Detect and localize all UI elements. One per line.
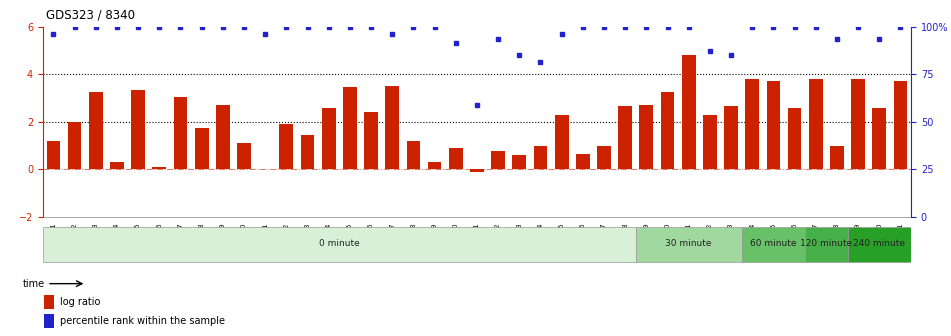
Bar [597,145,611,169]
Bar [703,115,717,169]
Bar [449,148,462,169]
Bar [746,79,759,169]
Bar [661,92,674,169]
Bar [428,162,441,169]
Bar [110,162,124,169]
Bar [43,227,636,262]
Text: time: time [22,279,45,289]
Bar [636,227,742,262]
Bar [513,155,526,169]
Text: 240 minute: 240 minute [853,239,905,248]
Bar [851,79,865,169]
Text: GDS323 / 8340: GDS323 / 8340 [46,8,135,22]
Bar [88,92,103,169]
Bar [830,145,844,169]
Bar [787,108,802,169]
Bar [68,122,82,169]
Bar [45,295,54,309]
Bar [576,154,590,169]
Bar [724,107,738,169]
Text: 120 minute: 120 minute [801,239,852,248]
Bar [280,124,293,169]
Bar [45,314,54,328]
Bar [534,145,548,169]
Bar [131,90,145,169]
Bar [894,81,907,169]
Bar [767,81,780,169]
Text: 60 minute: 60 minute [750,239,797,248]
Bar [301,135,315,169]
Bar [492,152,505,169]
Bar [216,105,230,169]
Bar [47,141,60,169]
Bar [809,79,823,169]
Bar [470,169,484,172]
Bar [364,112,378,169]
Bar [805,227,847,262]
Text: percentile rank within the sample: percentile rank within the sample [60,316,225,326]
Bar [237,143,251,169]
Bar [343,87,357,169]
Bar [554,115,569,169]
Bar [742,227,805,262]
Bar [321,108,336,169]
Text: 0 minute: 0 minute [319,239,359,248]
Bar [618,107,632,169]
Text: 30 minute: 30 minute [666,239,712,248]
Bar [639,105,653,169]
Bar [872,108,886,169]
Bar [174,97,187,169]
Bar [847,227,911,262]
Bar [195,128,208,169]
Bar [385,86,399,169]
Bar [406,141,420,169]
Text: log ratio: log ratio [60,297,101,307]
Bar [682,55,695,169]
Bar [152,167,166,169]
